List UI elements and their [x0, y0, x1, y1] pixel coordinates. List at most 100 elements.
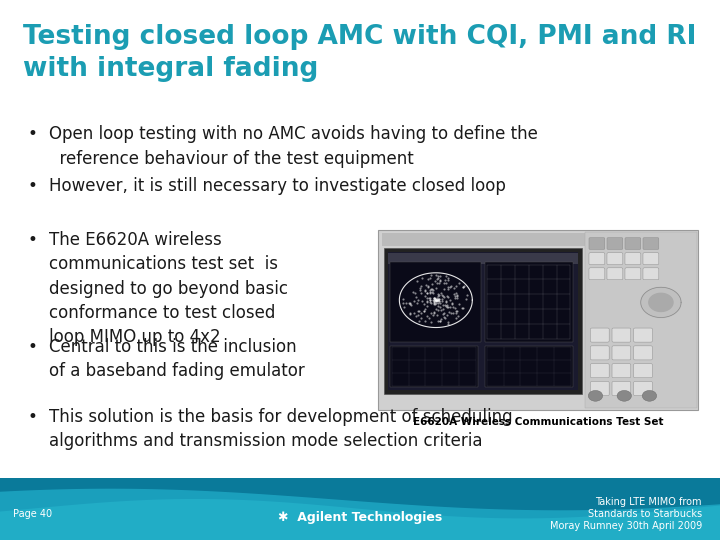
- Point: [442, 275, 454, 284]
- Point: [428, 300, 440, 308]
- FancyBboxPatch shape: [607, 253, 623, 265]
- Point: [423, 282, 434, 291]
- Point: [437, 297, 449, 306]
- Point: [431, 279, 443, 288]
- FancyBboxPatch shape: [607, 238, 623, 249]
- Point: [404, 299, 415, 307]
- Point: [422, 298, 433, 306]
- Text: •: •: [27, 231, 37, 249]
- Circle shape: [617, 390, 631, 401]
- Point: [431, 295, 442, 304]
- Point: [426, 299, 437, 307]
- FancyBboxPatch shape: [634, 381, 652, 395]
- Point: [433, 295, 445, 303]
- Text: The E6620A wireless
communications test set  is
designed to go beyond basic
conf: The E6620A wireless communications test …: [49, 231, 288, 346]
- Point: [423, 293, 435, 302]
- Text: •: •: [27, 408, 37, 426]
- Point: [446, 309, 457, 318]
- Point: [413, 316, 425, 325]
- Point: [444, 308, 455, 316]
- Text: •: •: [27, 177, 37, 195]
- Point: [457, 304, 469, 313]
- Point: [450, 313, 462, 322]
- Text: •: •: [27, 338, 37, 355]
- Point: [438, 293, 450, 301]
- Point: [433, 290, 445, 299]
- Point: [412, 311, 423, 320]
- Point: [430, 296, 441, 305]
- Point: [444, 282, 456, 291]
- FancyBboxPatch shape: [390, 262, 482, 342]
- Point: [437, 305, 449, 313]
- Point: [415, 273, 427, 282]
- Point: [438, 279, 449, 287]
- Point: [424, 294, 436, 303]
- Point: [421, 288, 433, 297]
- Point: [433, 296, 444, 305]
- Point: [437, 309, 449, 318]
- Point: [418, 306, 430, 315]
- Point: [433, 296, 445, 305]
- Text: ✱  Agilent Technologies: ✱ Agilent Technologies: [278, 511, 442, 524]
- Text: •: •: [27, 125, 37, 143]
- Point: [436, 294, 448, 303]
- Point: [412, 295, 423, 304]
- Point: [439, 313, 451, 322]
- Point: [408, 309, 420, 318]
- Point: [426, 318, 437, 327]
- Point: [428, 309, 439, 318]
- Point: [410, 293, 421, 302]
- FancyBboxPatch shape: [590, 381, 609, 395]
- Circle shape: [588, 390, 603, 401]
- FancyBboxPatch shape: [612, 328, 631, 342]
- Polygon shape: [649, 293, 673, 312]
- FancyBboxPatch shape: [485, 346, 572, 387]
- FancyBboxPatch shape: [607, 268, 623, 280]
- Point: [418, 307, 429, 315]
- Point: [433, 272, 444, 280]
- Point: [411, 276, 423, 285]
- Text: Open loop testing with no AMC avoids having to define the
  reference behaviour : Open loop testing with no AMC avoids hav…: [49, 125, 538, 167]
- Point: [429, 293, 441, 302]
- Point: [424, 287, 436, 296]
- Point: [433, 316, 445, 325]
- Point: [428, 298, 440, 306]
- Point: [439, 276, 451, 285]
- Point: [441, 272, 452, 280]
- Point: [435, 315, 446, 324]
- Text: This solution is the basis for development of scheduling
algorithms and transmis: This solution is the basis for developme…: [49, 408, 513, 450]
- Point: [451, 306, 463, 315]
- Point: [449, 294, 461, 302]
- Point: [451, 292, 462, 301]
- Point: [420, 316, 431, 325]
- Point: [430, 295, 441, 304]
- Point: [426, 285, 438, 293]
- Point: [451, 293, 463, 302]
- Circle shape: [642, 390, 657, 401]
- Point: [413, 307, 424, 315]
- Point: [422, 289, 433, 298]
- Point: [433, 296, 444, 305]
- Point: [446, 300, 458, 308]
- Point: [431, 304, 442, 313]
- Point: [441, 310, 453, 319]
- Text: Taking LTE MIMO from
Standards to Starbucks
Moray Rumney 30th April 2009: Taking LTE MIMO from Standards to Starbu…: [550, 497, 702, 531]
- FancyBboxPatch shape: [590, 328, 609, 342]
- Point: [442, 274, 454, 283]
- Text: Central to this is the inclusion
of a baseband fading emulator: Central to this is the inclusion of a ba…: [49, 338, 305, 380]
- Point: [459, 282, 470, 291]
- Point: [435, 288, 446, 297]
- Point: [446, 309, 458, 318]
- Point: [433, 278, 445, 287]
- Point: [420, 280, 432, 289]
- Point: [445, 303, 456, 312]
- Point: [419, 285, 431, 294]
- Point: [433, 292, 444, 300]
- FancyBboxPatch shape: [625, 238, 641, 249]
- Point: [431, 299, 442, 308]
- FancyBboxPatch shape: [634, 364, 652, 378]
- Point: [405, 301, 417, 309]
- Point: [442, 283, 454, 292]
- Point: [446, 282, 457, 291]
- Text: E6620A Wireless Communications Test Set: E6620A Wireless Communications Test Set: [413, 417, 663, 427]
